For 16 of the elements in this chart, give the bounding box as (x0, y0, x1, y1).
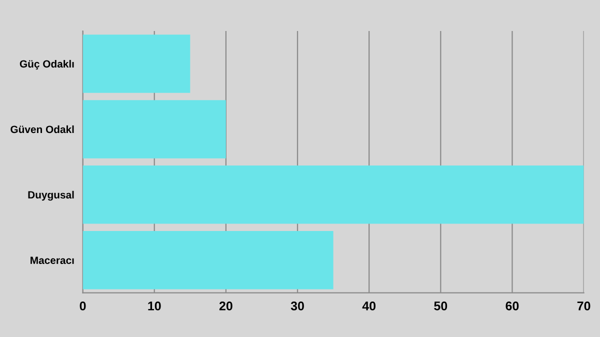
x-tick-label: 60 (506, 302, 519, 310)
x-tick-label: 30 (290, 302, 304, 310)
x-tick-label: 0 (80, 302, 86, 310)
x-tick-label: 20 (219, 302, 232, 310)
bar (82, 100, 226, 158)
x-tick-label: 10 (148, 302, 161, 310)
x-tick-label: 50 (434, 302, 448, 310)
x-tick-label: 40 (362, 302, 376, 310)
x-tick-label: 70 (577, 302, 590, 310)
y-tick-label: Güç Odaklı (20, 60, 74, 70)
y-tick-label: Maceracı (30, 256, 74, 264)
bar (82, 166, 584, 224)
bar (82, 34, 190, 93)
bar (82, 230, 334, 290)
y-tick-label: Duygusal (28, 190, 74, 201)
y-tick-label: Güven Odakl (10, 125, 74, 134)
